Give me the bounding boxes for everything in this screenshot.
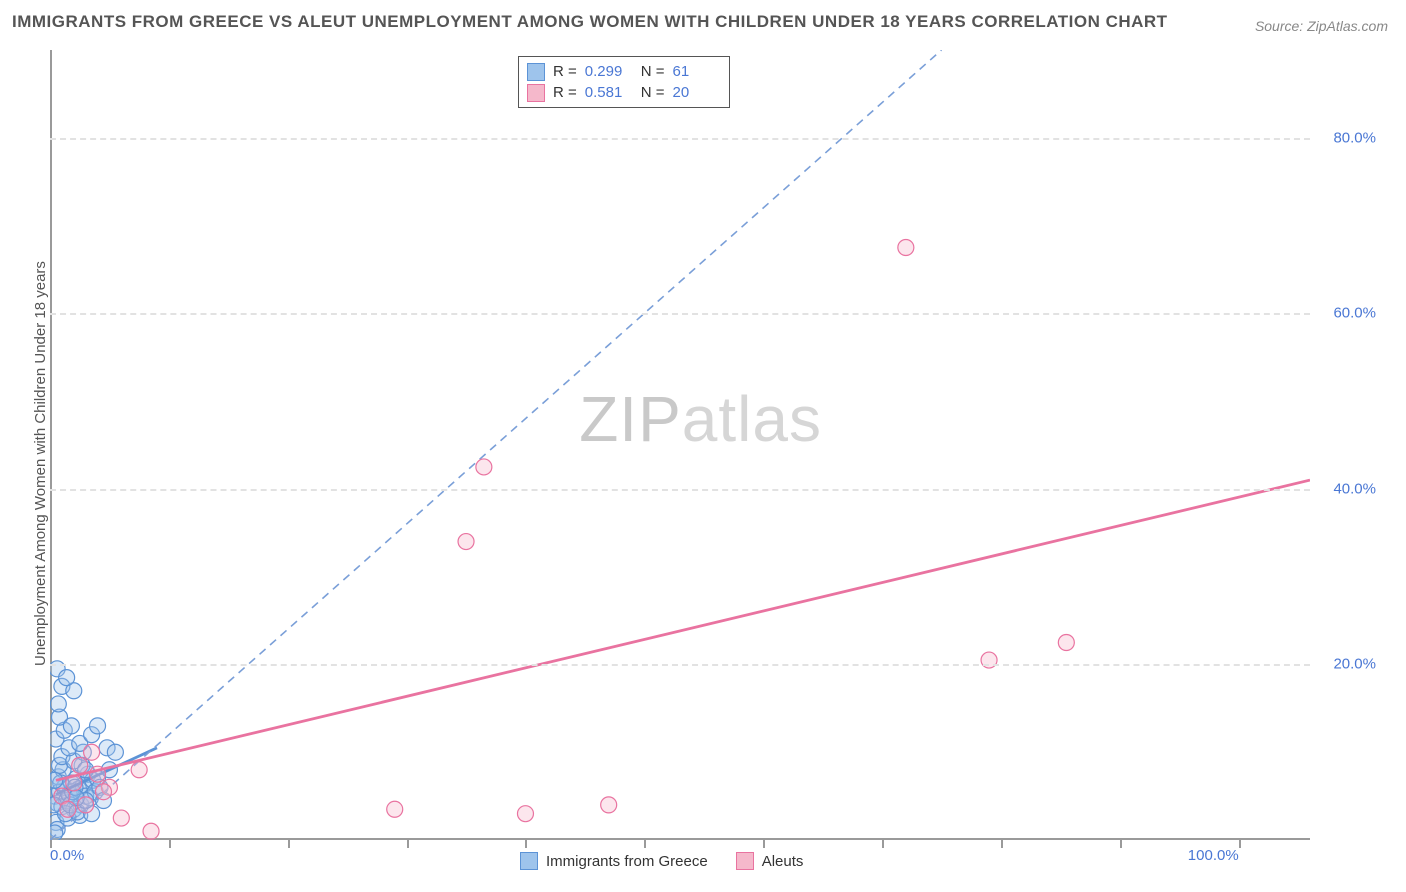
series-legend: Immigrants from Greece Aleuts: [520, 852, 803, 870]
correlation-stats-box: R = 0.299 N = 61 R = 0.581 N = 20: [518, 56, 730, 108]
scatter-point-greece: [63, 718, 79, 734]
y-tick-label: 20.0%: [1333, 656, 1376, 673]
x-tick-mark: [169, 840, 171, 848]
scatter-point-aleuts: [458, 534, 474, 550]
scatter-point-aleuts: [78, 797, 94, 813]
swatch-icon: [527, 84, 545, 102]
grid-line: [50, 489, 1310, 491]
stats-row-aleuts: R = 0.581 N = 20: [527, 82, 721, 103]
stat-r-value: 0.581: [585, 82, 633, 103]
x-tick-mark: [882, 840, 884, 848]
scatter-point-aleuts: [143, 823, 159, 839]
scatter-point-greece: [90, 718, 106, 734]
swatch-icon: [527, 63, 545, 81]
stat-n-value: 61: [673, 61, 721, 82]
stats-row-greece: R = 0.299 N = 61: [527, 61, 721, 82]
scatter-point-aleuts: [387, 801, 403, 817]
stat-n-label: N =: [641, 61, 665, 82]
x-tick-label: 0.0%: [50, 847, 84, 864]
scatter-point-greece: [50, 696, 66, 712]
stat-r-label: R =: [553, 82, 577, 103]
y-tick-label: 60.0%: [1333, 305, 1376, 322]
x-tick-mark: [1239, 840, 1241, 848]
legend-item-greece: Immigrants from Greece: [520, 852, 708, 870]
scatter-point-aleuts: [72, 757, 88, 773]
y-axis-title: Unemployment Among Women with Children U…: [32, 261, 49, 666]
stat-r-label: R =: [553, 61, 577, 82]
grid-line: [50, 664, 1310, 666]
scatter-point-greece: [107, 744, 123, 760]
grid-line: [50, 138, 1310, 140]
x-tick-mark: [644, 840, 646, 848]
ideal-line-greece: [50, 50, 942, 840]
y-tick-label: 80.0%: [1333, 129, 1376, 146]
stat-n-label: N =: [641, 82, 665, 103]
legend-label: Aleuts: [762, 853, 804, 870]
swatch-icon: [736, 852, 754, 870]
y-tick-label: 40.0%: [1333, 480, 1376, 497]
scatter-point-aleuts: [1058, 635, 1074, 651]
scatter-point-aleuts: [131, 762, 147, 778]
chart-container: IMMIGRANTS FROM GREECE VS ALEUT UNEMPLOY…: [0, 0, 1406, 892]
x-tick-mark: [763, 840, 765, 848]
chart-title: IMMIGRANTS FROM GREECE VS ALEUT UNEMPLOY…: [12, 12, 1168, 32]
scatter-point-aleuts: [476, 459, 492, 475]
scatter-point-aleuts: [84, 744, 100, 760]
x-tick-label: 100.0%: [1188, 847, 1239, 864]
scatter-svg-layer: [50, 50, 1310, 840]
scatter-point-aleuts: [517, 806, 533, 822]
x-tick-mark: [288, 840, 290, 848]
scatter-point-aleuts: [113, 810, 129, 826]
legend-label: Immigrants from Greece: [546, 853, 708, 870]
x-tick-mark: [525, 840, 527, 848]
legend-item-aleuts: Aleuts: [736, 852, 804, 870]
x-tick-mark: [1001, 840, 1003, 848]
scatter-point-aleuts: [60, 801, 76, 817]
scatter-point-greece: [59, 670, 75, 686]
scatter-point-aleuts: [898, 240, 914, 256]
stat-n-value: 20: [673, 82, 721, 103]
stat-r-value: 0.299: [585, 61, 633, 82]
trend-line-aleuts: [56, 480, 1310, 780]
x-tick-mark: [407, 840, 409, 848]
plot-area: R =0.299N =61R =0.581N =20 ZIPatlas Immi…: [50, 50, 1310, 840]
x-tick-mark: [1120, 840, 1122, 848]
source-attribution: Source: ZipAtlas.com: [1255, 18, 1388, 34]
scatter-point-aleuts: [95, 784, 111, 800]
scatter-point-aleuts: [601, 797, 617, 813]
swatch-icon: [520, 852, 538, 870]
grid-line: [50, 313, 1310, 315]
